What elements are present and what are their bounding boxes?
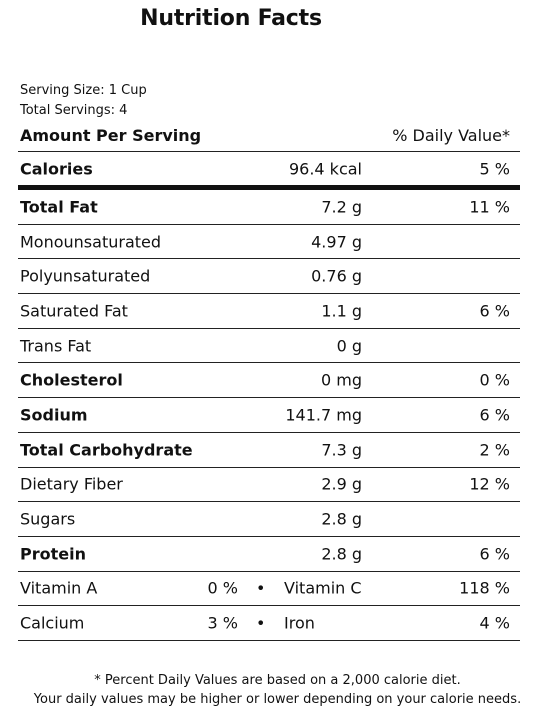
nutrient-name: Sodium <box>20 405 88 425</box>
daily-value-label: % Daily Value* <box>392 126 510 145</box>
calories-label: Calories <box>20 159 93 178</box>
nutrient-rows: Total Fat 7.2 g 11 % Monounsaturated 4.97 g P… <box>18 190 520 572</box>
nutrient-name: Monounsaturated <box>20 232 162 252</box>
calcium-pct: 3 % <box>207 613 238 633</box>
vitamin-c-pct: 118 % <box>459 578 510 598</box>
amount-header-row: Amount Per Serving % Daily Value* <box>18 120 520 152</box>
nutrient-name: Total Fat <box>20 197 98 217</box>
nutrient-name: Trans Fat <box>20 336 92 356</box>
nutrient-row: Sodium 141.7 mg 6 % <box>18 398 520 433</box>
mineral-row: Calcium 3 % • Iron 4 % <box>18 606 520 641</box>
iron-pct: 4 % <box>479 613 510 633</box>
bullet-separator: • <box>256 578 266 598</box>
nutrient-daily-pct: 6 % <box>479 301 510 321</box>
nutrient-row: Dietary Fiber 2.9 g 12 % <box>18 468 520 503</box>
vitamin-row: Vitamin A 0 % • Vitamin C 118 % <box>18 572 520 607</box>
nutrient-name: Total Carbohydrate <box>20 440 193 460</box>
nutrient-row: Polyunsaturated 0.76 g <box>18 259 520 295</box>
nutrient-amount: 1.1 g <box>321 301 362 321</box>
calories-amount: 96.4 kcal <box>288 159 362 178</box>
footnote-line-1: * Percent Daily Values are based on a 2,… <box>94 673 461 688</box>
amount-per-serving-label: Amount Per Serving <box>20 126 202 145</box>
nutrient-daily-pct: 12 % <box>469 474 510 494</box>
nutrient-amount: 0 mg <box>320 370 362 390</box>
nutrient-row: Trans Fat 0 g <box>18 329 520 364</box>
nutrient-amount: 2.8 g <box>321 509 362 529</box>
nutrient-daily-pct: 6 % <box>479 544 510 564</box>
nutrition-facts-title: Nutrition Facts <box>140 6 322 31</box>
calcium-label: Calcium <box>20 613 85 633</box>
nutrient-name: Cholesterol <box>20 370 123 390</box>
calories-row: Calories 96.4 kcal 5 % <box>18 152 520 190</box>
vitamin-a-label: Vitamin A <box>20 578 98 598</box>
nutrient-name: Protein <box>20 544 86 564</box>
nutrient-amount: 2.9 g <box>321 474 362 494</box>
nutrient-amount: 7.2 g <box>321 197 362 217</box>
nutrient-row: Saturated Fat 1.1 g 6 % <box>18 294 520 329</box>
nutrition-panel: Amount Per Serving % Daily Value* Calori… <box>18 120 520 641</box>
nutrient-row: Protein 2.8 g 6 % <box>18 537 520 572</box>
nutrient-row: Cholesterol 0 mg 0 % <box>18 363 520 399</box>
serving-size: Serving Size: 1 Cup <box>20 83 147 98</box>
nutrient-amount: 0 g <box>336 336 362 356</box>
nutrient-daily-pct: 6 % <box>479 405 510 425</box>
bullet-separator: • <box>256 613 266 633</box>
nutrient-amount: 7.3 g <box>321 440 362 460</box>
nutrient-row: Sugars 2.8 g <box>18 502 520 537</box>
iron-label: Iron <box>284 613 315 633</box>
nutrient-name: Saturated Fat <box>20 301 128 321</box>
nutrient-amount: 4.97 g <box>311 232 362 252</box>
total-servings: Total Servings: 4 <box>20 103 128 118</box>
nutrient-name: Dietary Fiber <box>20 474 123 494</box>
nutrient-name: Sugars <box>20 509 76 529</box>
nutrient-amount: 0.76 g <box>311 266 362 286</box>
vitamin-c-label: Vitamin C <box>284 578 362 598</box>
nutrient-daily-pct: 2 % <box>479 440 510 460</box>
vitamin-a-pct: 0 % <box>207 578 238 598</box>
nutrient-amount: 2.8 g <box>321 544 362 564</box>
nutrient-row: Total Carbohydrate 7.3 g 2 % <box>18 433 520 468</box>
nutrient-row: Monounsaturated 4.97 g <box>18 225 520 260</box>
nutrient-name: Polyunsaturated <box>20 266 151 286</box>
nutrient-row: Total Fat 7.2 g 11 % <box>18 190 520 225</box>
nutrient-daily-pct: 11 % <box>469 197 510 217</box>
footnote-line-2: Your daily values may be higher or lower… <box>33 692 522 707</box>
nutrient-amount: 141.7 mg <box>285 405 362 425</box>
calories-pct: 5 % <box>479 159 510 178</box>
nutrient-daily-pct: 0 % <box>479 370 510 390</box>
